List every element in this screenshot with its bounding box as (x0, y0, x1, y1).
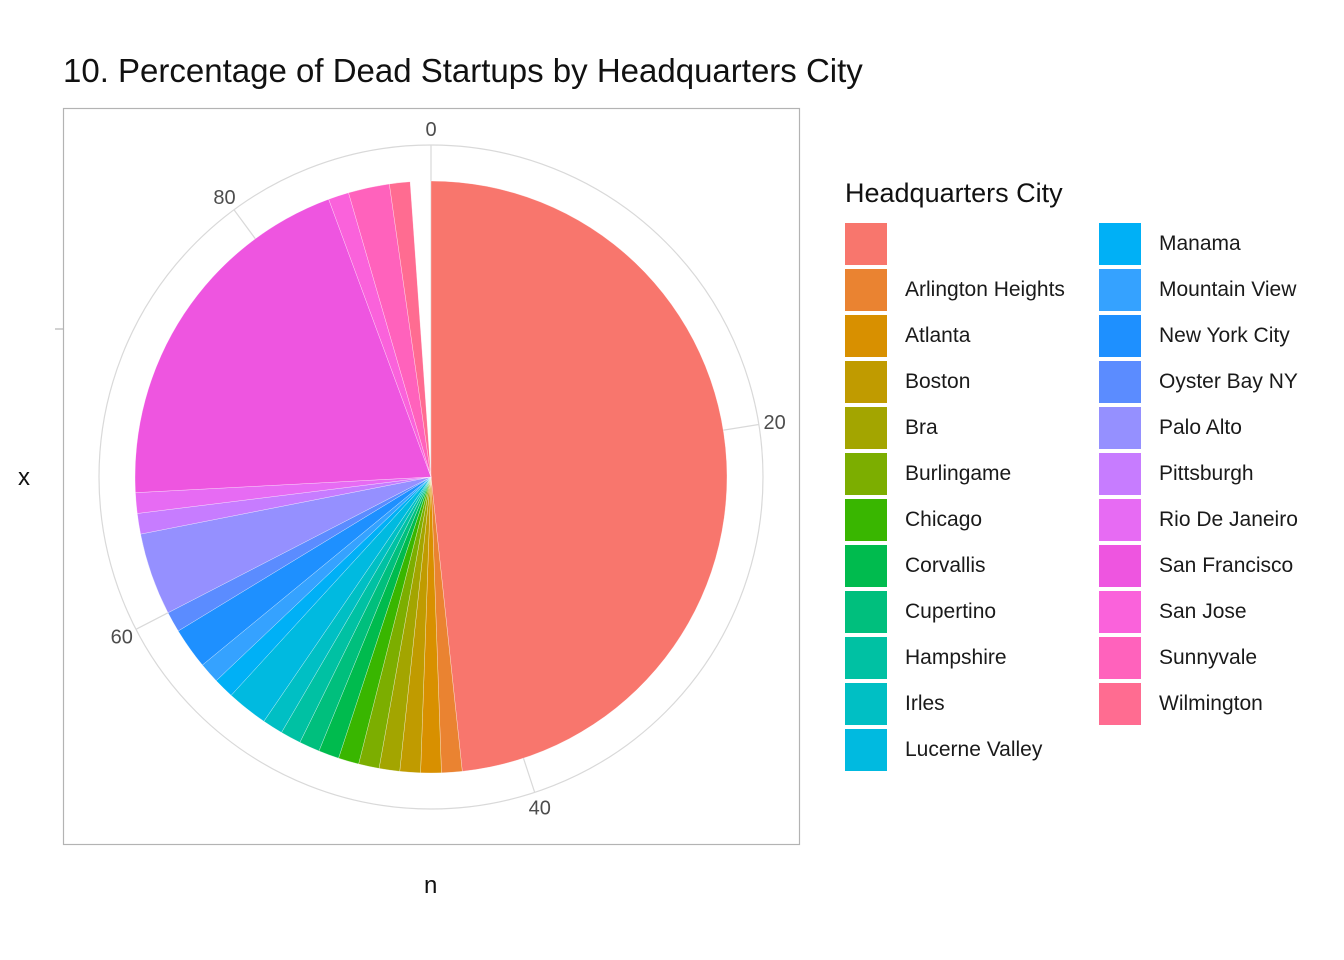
legend-label: Lucerne Valley (905, 738, 1043, 761)
pie-slice (134, 199, 432, 493)
angular-tick-label: 60 (111, 627, 133, 649)
legend-item: Wilmington (1099, 681, 1299, 727)
legend-label: San Francisco (1159, 554, 1294, 577)
legend-item: Mountain View (1099, 267, 1299, 313)
legend-label: Manama (1159, 232, 1241, 255)
legend-item: Chicago (845, 497, 1099, 543)
legend-item (845, 221, 1099, 267)
chart-title: 10. Percentage of Dead Startups by Headq… (63, 52, 863, 89)
legend-item: San Francisco (1099, 543, 1299, 589)
legend-swatch (1099, 361, 1141, 403)
legend-swatch (845, 453, 887, 495)
angular-tick-label: 80 (213, 187, 235, 209)
angular-tick-label: 0 (425, 119, 436, 141)
legend-item: Pittsburgh (1099, 451, 1299, 497)
legend-label: Chicago (905, 508, 983, 531)
angular-tick-label: 20 (763, 412, 785, 434)
legend-swatch (1099, 223, 1141, 265)
legend-label: Mountain View (1159, 278, 1297, 301)
legend-label: Bra (905, 416, 938, 439)
legend-label: Arlington Heights (905, 278, 1065, 301)
legend-swatch (1099, 591, 1141, 633)
pie-slice (389, 181, 432, 478)
legend-label: Wilmington (1159, 692, 1263, 715)
angular-tick-label: 40 (529, 798, 551, 820)
legend-swatch (1099, 637, 1141, 679)
legend-label: Boston (905, 370, 971, 393)
legend-item: Hampshire (845, 635, 1099, 681)
legend-swatch (845, 361, 887, 403)
legend-swatch (1099, 545, 1141, 587)
legend-item: Bra (845, 405, 1099, 451)
legend-item: Oyster Bay NY (1099, 359, 1299, 405)
legend-label: Rio De Janeiro (1159, 508, 1298, 531)
legend-label: New York City (1159, 324, 1290, 347)
pie-slice (430, 180, 728, 772)
legend-label: Cupertino (905, 600, 997, 623)
legend-swatch (845, 545, 887, 587)
legend-label: San Jose (1159, 600, 1247, 623)
legend-item: Burlingame (845, 451, 1099, 497)
legend-swatch (1099, 315, 1141, 357)
legend-label: Sunnyvale (1159, 646, 1258, 669)
legend-swatch (845, 269, 887, 311)
legend-item: Palo Alto (1099, 405, 1299, 451)
legend-item: Rio De Janeiro (1099, 497, 1299, 543)
y-axis-title: x (18, 464, 30, 491)
legend-label: Irles (905, 692, 945, 715)
legend-item: Sunnyvale (1099, 635, 1299, 681)
legend-swatch (845, 637, 887, 679)
panel-border (62, 107, 801, 846)
legend: Headquarters City Arlington Heights Atlan… (845, 178, 1299, 773)
legend-item: Corvallis (845, 543, 1099, 589)
legend-label: Oyster Bay NY (1159, 370, 1298, 393)
legend-item: Arlington Heights (845, 267, 1099, 313)
legend-swatch (845, 683, 887, 725)
legend-title: Headquarters City (845, 178, 1063, 208)
legend-swatch (1099, 453, 1141, 495)
legend-items: Arlington Heights Atlanta Boston Bra Burling… (845, 221, 1299, 773)
legend-swatch (845, 591, 887, 633)
legend-label: Burlingame (905, 462, 1012, 485)
legend-swatch (1099, 683, 1141, 725)
legend-swatch (1099, 407, 1141, 449)
legend-swatch (845, 499, 887, 541)
legend-swatch (845, 223, 887, 265)
legend-swatch (845, 315, 887, 357)
legend-item: New York City (1099, 313, 1299, 359)
legend-swatch (1099, 269, 1141, 311)
legend-swatch (1099, 499, 1141, 541)
legend-item: Manama (1099, 221, 1299, 267)
legend-label: Pittsburgh (1159, 462, 1254, 485)
legend-item: Irles (845, 681, 1099, 727)
legend-swatch (845, 729, 887, 771)
legend-label: Palo Alto (1159, 416, 1242, 439)
x-axis-title: n (424, 872, 438, 899)
legend-label: Hampshire (905, 646, 1007, 669)
legend-item: Boston (845, 359, 1099, 405)
legend-label: Atlanta (905, 324, 971, 347)
legend-item: Lucerne Valley (845, 727, 1099, 773)
legend-item: Atlanta (845, 313, 1099, 359)
legend-item: Cupertino (845, 589, 1099, 635)
legend-swatch (845, 407, 887, 449)
legend-label: Corvallis (905, 554, 986, 577)
legend-item: San Jose (1099, 589, 1299, 635)
